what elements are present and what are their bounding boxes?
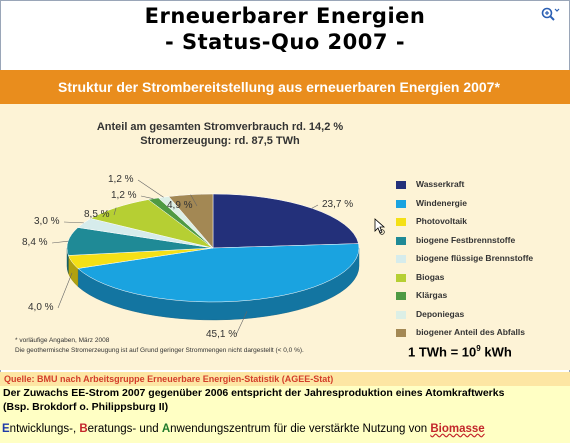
ebene-letter-a: A <box>161 423 171 435</box>
legend-label: biogene Festbrennstoffe <box>416 234 516 245</box>
unit-note-exponent: 9 <box>476 344 481 353</box>
legend-label: biogene flüssige Brennstoffe <box>416 253 534 263</box>
note-box: Der Zuwachs EE-Strom 2007 gegenüber 2006… <box>0 386 570 422</box>
legend-swatch <box>396 273 406 282</box>
pie-value-label: 8,4 % <box>22 237 48 248</box>
ebene-text-2: eratungs- und <box>87 423 162 435</box>
legend-label: Photovoltaik <box>416 216 468 226</box>
ebene-text-1: ntwicklungs-, <box>9 423 80 435</box>
chart-subtitle-line2: Stromerzeugung: rd. 87,5 TWh <box>140 135 300 147</box>
page-title-line1: Erneuerbarer Energien <box>144 4 426 28</box>
legend-swatch <box>396 236 406 245</box>
chart-footnote-1: * vorläufige Angaben, März 2008 <box>15 337 110 344</box>
legend-swatch <box>396 292 406 300</box>
legend-label: Deponiegas <box>416 308 465 319</box>
ebene-line: Entwicklungs-, Beratungs- und Anwendungs… <box>0 422 570 443</box>
ebene-letter-b: B <box>79 423 88 435</box>
ebene-text-3: nwendungszentrum für die verstärkte Nutz… <box>170 423 431 435</box>
note-line-2: (Bsp. Brokdorf o. Philippsburg II) <box>3 401 169 413</box>
pie-value-label: 8,5 % <box>84 209 110 220</box>
chart-title: Struktur der Strombereitstellung aus ern… <box>0 70 570 104</box>
pie-value-label: 1,2 % <box>111 190 137 201</box>
legend-swatch <box>396 255 406 263</box>
page-title-line2: - Status-Quo 2007 - <box>164 30 406 54</box>
legend-swatch <box>396 218 406 226</box>
ebene-letter-e: E <box>2 423 10 435</box>
legend-label: Biogas <box>416 271 445 282</box>
source-line: Quelle: BMU nach Arbeitsgruppe Erneuerba… <box>0 372 570 386</box>
pie-value-label: 4,9 % <box>167 200 193 211</box>
pie-value-label: 45,1 % <box>206 329 238 340</box>
pie-value-label: 23,7 % <box>322 199 354 210</box>
unit-note-base: 1 TWh = 10 <box>408 344 477 360</box>
pie-value-label: 3,0 % <box>34 216 60 227</box>
chart-subtitle-line1: Anteil am gesamten Stromverbrauch rd. 14… <box>96 121 344 133</box>
legend-swatch <box>396 199 406 208</box>
pie-value-label: 4,0 % <box>28 302 54 313</box>
zoom-in-icon[interactable] <box>540 6 560 22</box>
unit-note: 1 TWh = 109 kWh <box>408 344 512 359</box>
chart-panel: Struktur der Strombereitstellung aus ern… <box>0 70 570 370</box>
legend-label: Klärgas <box>416 290 448 300</box>
legend-swatch <box>396 310 406 319</box>
pointer-cursor-icon <box>374 218 386 235</box>
ebene-biomasse: Biomasse <box>430 423 485 435</box>
legend-label: Wasserkraft <box>416 179 465 189</box>
legend-swatch <box>396 181 406 189</box>
note-line-1: Der Zuwachs EE-Strom 2007 gegenüber 2006… <box>3 387 505 399</box>
unit-note-suffix: kWh <box>480 344 512 360</box>
pie-value-label: 1,2 % <box>108 174 134 185</box>
chart-footnote-2: Die geothermische Stromerzeugung ist auf… <box>15 347 304 354</box>
legend-swatch <box>396 329 406 337</box>
legend-label: biogener Anteil des Abfalls <box>416 327 525 337</box>
legend-label: Windenergie <box>416 197 467 208</box>
